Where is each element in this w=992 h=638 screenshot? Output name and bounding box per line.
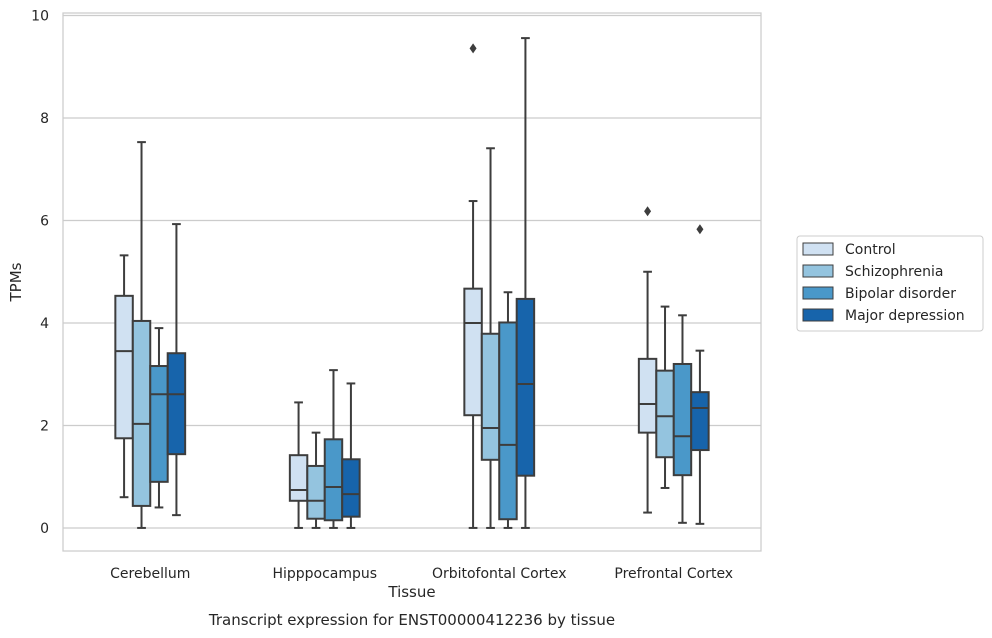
y-axis-ticks: 0 2 4 6 8 10 [31,9,49,537]
box-1-1 [114,254,134,499]
y-tick-label-4: 4 [40,316,49,332]
box-body [149,365,169,483]
box-body [341,458,361,518]
box-body [463,287,483,417]
box-3-3 [498,291,518,529]
box-3-2 [323,369,344,529]
box-body [498,321,518,521]
box-1-3 [463,43,483,529]
legend: Control Schizophrenia Bipolar disorder Majo… [796,235,984,332]
box-body [672,362,693,477]
y-tick-label-2: 2 [40,418,49,434]
box-4-4 [690,224,710,525]
box-2-2 [306,431,326,529]
box-4-3 [515,37,536,529]
box-body [637,357,658,434]
legend-swatch-4 [802,308,834,322]
box-4-1 [166,223,187,517]
x-tick-label-3: Orbitofontal Cortex [432,566,567,582]
y-tick-label-0: 0 [40,521,49,537]
box-body [288,454,309,502]
y-tick-label-8: 8 [40,111,49,127]
box-body [515,297,536,477]
x-tick-label-4: Prefrontal Cortex [614,566,733,582]
legend-swatch-3 [802,286,834,300]
outlier-point [469,43,477,54]
box-4-2 [341,382,361,529]
box-1-2 [288,401,309,529]
y-axis-label: TPMs [7,262,25,302]
legend-swatch-2 [802,264,834,278]
box-body [114,294,134,440]
box-1-4 [637,206,658,514]
legend-frame [796,235,984,332]
box-body [690,391,710,452]
box-body [323,438,344,522]
box-body [166,352,187,456]
legend-label-1: Control [845,242,896,258]
box-2-4 [655,305,675,489]
y-tick-label-6: 6 [40,214,49,230]
y-tick-label-10: 10 [31,9,49,25]
box-2-3 [480,147,501,529]
legend-label-2: Schizophrenia [845,264,943,280]
box-3-1 [149,327,169,509]
plot-area-frame [62,12,762,552]
box-body [655,369,675,459]
box-body [306,464,326,520]
box-body [131,319,152,507]
box-2-1 [131,141,152,529]
x-axis-ticks: Cerebellum Hipppocampus Orbitofontal Corte… [110,566,733,582]
x-tick-label-1: Cerebellum [110,566,190,582]
legend-label-3: Bipolar disorder [845,286,956,302]
x-tick-label-2: Hipppocampus [272,566,377,582]
chart-caption: Transcript expression for ENST0000041223… [208,611,615,629]
legend-label-4: Major depression [845,308,965,324]
box-body [480,332,501,461]
x-axis-label: Tissue [387,583,435,601]
box-3-4 [672,314,693,524]
outlier-point [644,206,652,217]
boxes [114,37,710,529]
outlier-point [696,224,704,235]
legend-swatch-1 [802,242,834,256]
